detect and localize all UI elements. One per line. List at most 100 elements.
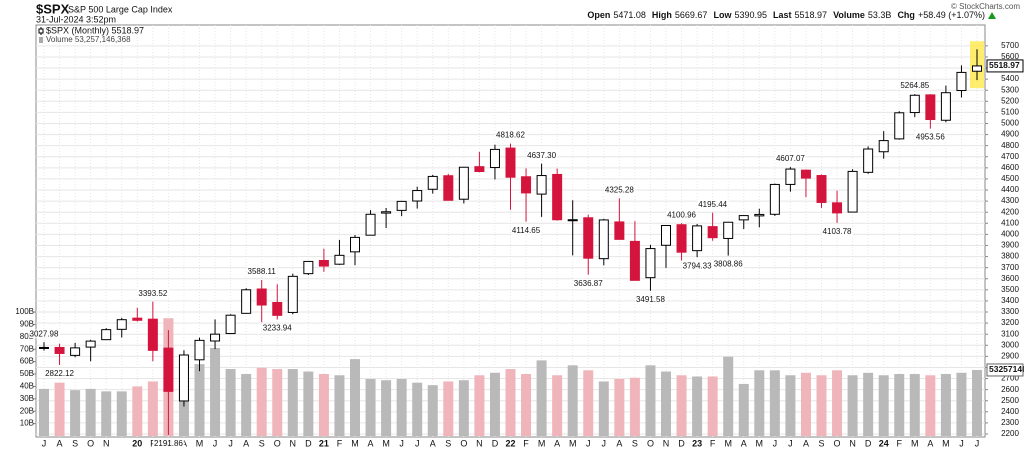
y-tick-label: 5600 (1001, 52, 1019, 61)
last-volume-box (986, 363, 1024, 377)
volume-bar (241, 374, 252, 437)
y-tick-label: 5300 (1001, 85, 1019, 94)
annotation: 3233.94 (263, 323, 292, 332)
x-tick-label: J (415, 438, 420, 448)
annotation-bg (28, 329, 61, 339)
candle-body (645, 248, 656, 279)
y-tick-label: 5000 (1001, 119, 1019, 128)
candle-body (194, 339, 205, 361)
candle-body (116, 319, 127, 330)
x-tick-label: 24 (879, 438, 889, 448)
annotation: 2822.12 (45, 369, 74, 378)
volume-bar (661, 371, 671, 437)
y-tick-label: 4400 (1001, 185, 1019, 194)
candle-body (85, 340, 96, 348)
volume-bar (956, 372, 967, 437)
annotation-bg (44, 369, 76, 379)
candle-body (241, 289, 252, 314)
x-tick-label: M (756, 438, 764, 448)
volume-bar (800, 372, 811, 437)
candle-body (70, 347, 81, 356)
candle-body (707, 226, 718, 239)
volume-bar (350, 359, 360, 437)
volume-bar (909, 374, 920, 437)
annotation: 5264.85 (900, 81, 929, 90)
candle-body (427, 175, 438, 190)
candle-body (800, 169, 811, 179)
volume-bar (85, 388, 96, 437)
y-tick-label: 4900 (1001, 130, 1019, 139)
x-tick-label: F (337, 438, 343, 448)
volume-bar (521, 374, 532, 437)
y-tick-label: 3800 (1001, 252, 1019, 261)
candle-body (894, 112, 905, 140)
y-tick-label: 4100 (1001, 218, 1019, 227)
candle-body (692, 225, 703, 252)
x-tick-label: N (663, 438, 670, 448)
x-tick-label: D (492, 438, 499, 448)
volume-bar (707, 376, 718, 437)
candle-body (785, 168, 796, 185)
x-tick-label: A (57, 438, 63, 448)
y-tick-label: 2400 (1001, 407, 1019, 416)
y-tick-label: 5400 (1001, 74, 1019, 83)
candle-body (163, 347, 174, 392)
volume-bar (972, 369, 982, 437)
candle-body (552, 173, 563, 221)
x-tick-label: A (368, 438, 374, 448)
candle-body (769, 183, 780, 215)
candle-body (847, 170, 858, 213)
volume-bar (132, 386, 143, 437)
candle-body (676, 224, 687, 253)
candle-body (521, 176, 532, 194)
volume-bar (365, 378, 376, 437)
x-tick-label: A (616, 438, 622, 448)
annotation-bg (914, 132, 947, 142)
annotation: 3794.33 (683, 261, 712, 270)
volume-bar (567, 365, 578, 437)
candle-body (878, 140, 889, 153)
candle-body (147, 318, 158, 351)
x-tick-label: F (710, 438, 716, 448)
y2-tick-label: 50B (20, 369, 34, 378)
quote-value: 5390.95 (734, 10, 767, 20)
x-tick-label: O (647, 438, 654, 448)
legend-icon (38, 27, 44, 43)
volume-bar (39, 388, 49, 437)
x-tick-label: J (773, 438, 778, 448)
candle-body (178, 354, 189, 402)
x-tick-label: J (602, 438, 607, 448)
x-tick-label: O (274, 438, 281, 448)
y-tick-label: 2700 (1001, 374, 1019, 383)
last-price-box (986, 59, 1024, 73)
annotation-bg (821, 226, 854, 236)
volume-bar (645, 365, 656, 437)
volume-bar (723, 356, 734, 437)
candle-body (661, 224, 671, 246)
chart-title: $SPX (36, 1, 70, 16)
annotation-bg (603, 185, 636, 195)
annotation-bg (510, 225, 542, 235)
candle-body (412, 190, 423, 202)
volume-bar (754, 370, 765, 437)
annotation: 4103.78 (823, 227, 852, 236)
volume-bar (303, 371, 314, 437)
x-tick-label: S (632, 438, 638, 448)
y-tick-label: 3500 (1001, 285, 1019, 294)
candle-body (132, 317, 143, 321)
volume-bar (863, 372, 874, 437)
volume-bar (878, 375, 889, 437)
candle-body (225, 314, 236, 335)
candle-body (972, 65, 982, 72)
candle-body (396, 200, 407, 211)
volume-bar (70, 390, 81, 437)
annotation-bg (495, 130, 527, 140)
volume-bar (940, 374, 951, 437)
change-arrow (988, 12, 996, 19)
quote-label: High (652, 10, 672, 20)
annotation-bg (634, 294, 667, 304)
annotation: 4953.56 (916, 133, 945, 142)
candle-body (738, 215, 749, 221)
candle-body (381, 211, 392, 214)
annotation-bg (526, 150, 558, 160)
